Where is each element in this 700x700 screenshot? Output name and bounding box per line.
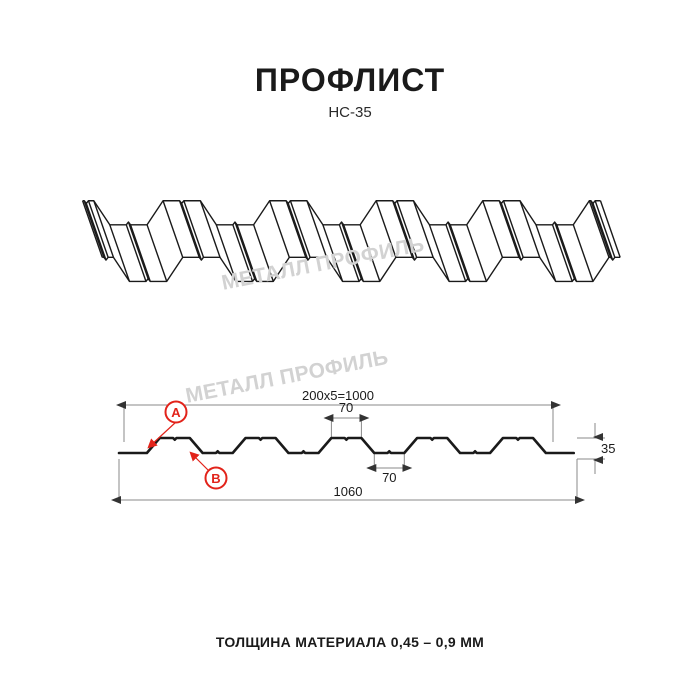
svg-text:70: 70 [339,400,353,415]
svg-text:A: A [171,405,181,420]
svg-text:35: 35 [601,441,615,456]
svg-text:1060: 1060 [334,484,363,499]
svg-text:70: 70 [382,470,396,485]
svg-text:B: B [211,471,220,486]
